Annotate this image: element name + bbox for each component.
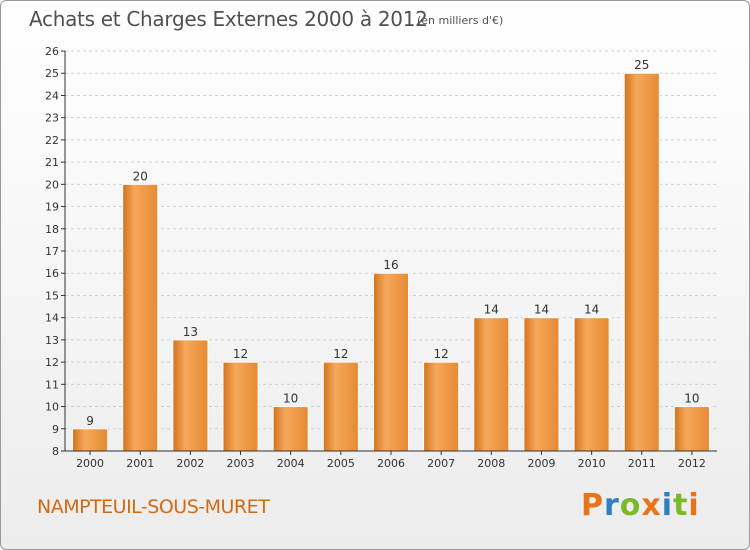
x-tick-label: 2004 (277, 457, 305, 470)
commune-name: NAMPTEUIL-SOUS-MURET (37, 496, 270, 518)
bar (222, 361, 259, 452)
x-tick-label: 2006 (377, 457, 405, 470)
bar (372, 272, 410, 452)
x-tick-label: 2008 (477, 457, 505, 470)
x-tick-label: 2009 (527, 457, 555, 470)
x-tick-label: 2011 (628, 457, 656, 470)
y-tick-label: 12 (45, 356, 59, 369)
proxiti-logo[interactable]: Proxiti (581, 488, 700, 523)
bar (72, 428, 109, 452)
chart-unit-subtitle: (en milliers d'€) (417, 14, 504, 27)
y-tick-label: 21 (45, 156, 59, 169)
logo-letter: r (604, 488, 620, 523)
bar (623, 72, 660, 452)
bar-value-label: 14 (534, 303, 549, 317)
chart-title: Achats et Charges Externes 2000 à 2012 (29, 7, 428, 31)
bar-value-label: 12 (333, 347, 348, 361)
y-tick-label: 9 (52, 423, 59, 436)
bar (172, 339, 209, 452)
y-tick-label: 25 (45, 67, 59, 80)
x-tick-label: 2010 (578, 457, 606, 470)
y-tick-label: 8 (52, 445, 59, 458)
bar-value-label: 20 (133, 169, 148, 183)
bar-value-label: 14 (484, 303, 499, 317)
bar-value-label: 10 (684, 392, 699, 406)
x-tick-label: 2002 (176, 457, 204, 470)
x-tick-label: 2007 (427, 457, 455, 470)
bar (272, 406, 309, 452)
bar (473, 317, 510, 452)
y-tick-label: 16 (45, 267, 59, 280)
bar-value-label: 12 (233, 347, 248, 361)
y-tick-label: 17 (45, 245, 59, 258)
bar-value-label: 25 (634, 58, 649, 72)
bar-value-label: 10 (283, 392, 298, 406)
bar (523, 317, 560, 452)
logo-letter: t (673, 488, 689, 523)
y-tick-label: 13 (45, 334, 59, 347)
axes: 8 9 10 11 12 13 14 15 16 17 18 19 20 21 22 23 24 25 26 2000… (45, 45, 717, 470)
y-tick-label: 14 (45, 312, 59, 325)
bar-value-label: 9 (86, 414, 94, 428)
x-tick-label: 2000 (76, 457, 104, 470)
y-tick-label: 23 (45, 112, 59, 125)
bar-value-label: 13 (183, 325, 198, 339)
logo-letter: i (688, 488, 700, 523)
y-tick-label: 22 (45, 134, 59, 147)
bar (673, 406, 710, 452)
bar-value-label: 16 (383, 258, 398, 272)
y-tick-label: 20 (45, 178, 59, 191)
logo-letter: o (619, 488, 642, 523)
y-tick-label: 24 (45, 89, 59, 102)
y-tick-label: 15 (45, 289, 59, 302)
x-tick-label: 2012 (678, 457, 706, 470)
x-tick-label: 2005 (327, 457, 355, 470)
logo-letter: x (641, 488, 662, 523)
y-tick-label: 19 (45, 201, 59, 214)
bar (122, 183, 159, 452)
logo-letter: i (661, 488, 674, 523)
y-tick-label: 18 (45, 223, 59, 236)
logo-letter: P (581, 488, 604, 523)
data-labels: 9 20 13 12 10 12 16 12 14 14 14 25 10 (86, 58, 699, 428)
bar-value-label: 12 (434, 347, 449, 361)
x-tick-label: 2003 (227, 457, 255, 470)
bar (423, 361, 460, 452)
x-tick-label: 2001 (126, 457, 154, 470)
y-tick-label: 26 (45, 45, 59, 58)
bar (322, 361, 359, 452)
bars (72, 72, 710, 452)
bar (573, 317, 610, 452)
bar-value-label: 14 (584, 303, 599, 317)
y-tick-label: 10 (45, 401, 59, 414)
y-tick-label: 11 (45, 378, 59, 391)
